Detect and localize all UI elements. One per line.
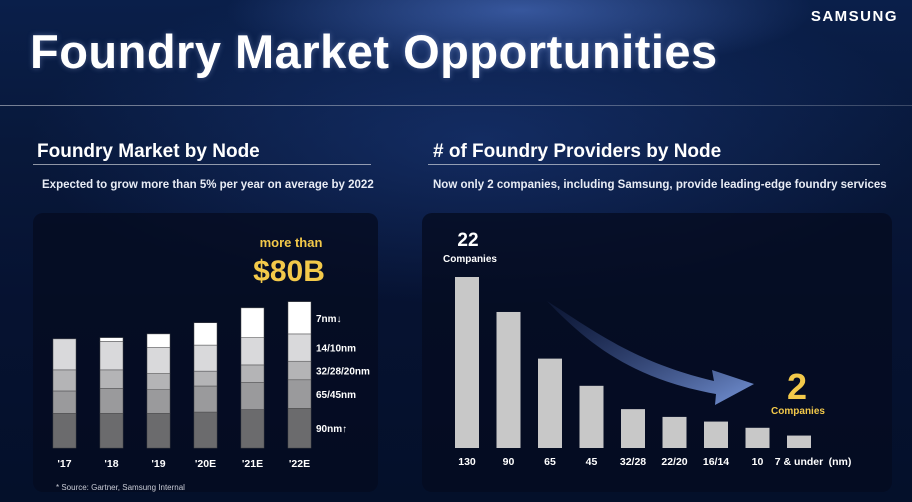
bar-segment bbox=[99, 341, 124, 371]
bar-segment bbox=[99, 337, 124, 342]
bar-segment bbox=[193, 411, 218, 449]
bar bbox=[579, 385, 604, 448]
bar-segment bbox=[193, 385, 218, 413]
legend-label: 7nm↓ bbox=[316, 314, 342, 325]
bar-segment bbox=[287, 333, 312, 362]
bar-segment bbox=[287, 301, 312, 335]
bar-segment bbox=[240, 409, 265, 449]
bar bbox=[787, 435, 811, 448]
x-tick-label: 16/14 bbox=[703, 456, 729, 468]
samsung-logo: SAMSUNG bbox=[810, 8, 898, 25]
left-chart-panel: '17 '18 '19 '20E '21E '22E 90nm↑ 65/45nm 32/28/2… bbox=[33, 213, 378, 492]
market-by-node-chart: '17 '18 '19 '20E '21E '22E 90nm↑ 65/45nm 32/28/2… bbox=[52, 235, 370, 470]
x-axis-unit: (nm) bbox=[829, 456, 852, 468]
bar-segment bbox=[52, 369, 77, 392]
bar-segment bbox=[193, 344, 218, 372]
bar-segment bbox=[146, 333, 171, 348]
x-tick-label: '21E bbox=[242, 458, 263, 470]
bar-segment bbox=[240, 307, 265, 338]
bar-segment bbox=[146, 389, 171, 414]
bar bbox=[496, 311, 521, 448]
start-count: 22 bbox=[457, 230, 478, 251]
legend-label: 65/45nm bbox=[316, 390, 356, 401]
bar-segment bbox=[240, 364, 265, 383]
x-tick-label: '20E bbox=[195, 458, 216, 470]
start-count-label: Companies bbox=[443, 254, 497, 265]
bar-segment bbox=[146, 373, 171, 390]
trend-arrow bbox=[547, 301, 754, 405]
title-divider bbox=[0, 105, 912, 106]
x-tick-label: '17 bbox=[57, 458, 71, 470]
bar bbox=[538, 358, 562, 448]
x-tick-label: 130 bbox=[458, 456, 476, 468]
x-tick-label: 45 bbox=[586, 456, 598, 468]
callout-value: $80B bbox=[253, 255, 325, 288]
x-tick-label: 65 bbox=[544, 456, 556, 468]
bar-segment bbox=[146, 413, 171, 449]
bar-segment bbox=[146, 347, 171, 374]
bar-segment bbox=[99, 369, 124, 389]
page-title: Foundry Market Opportunities bbox=[30, 25, 718, 78]
bar-segment bbox=[52, 413, 77, 449]
end-count-label: Companies bbox=[771, 406, 825, 417]
bar-segment bbox=[193, 370, 218, 387]
left-section-rule bbox=[33, 164, 371, 165]
legend-label: 14/10nm bbox=[316, 344, 356, 355]
right-section-heading: # of Foundry Providers by Node bbox=[433, 141, 722, 162]
bar bbox=[662, 416, 687, 448]
left-section-heading: Foundry Market by Node bbox=[37, 141, 260, 162]
bar-segment bbox=[52, 338, 77, 371]
end-count: 2 bbox=[787, 366, 807, 407]
providers-by-node-chart: 130 90 65 45 32/28 22/20 16/14 10 7 & under (nm) 2… bbox=[443, 230, 852, 468]
bar-segment bbox=[287, 379, 312, 409]
bar-segment bbox=[240, 382, 265, 410]
legend-label: 32/28/20nm bbox=[316, 367, 370, 378]
bar bbox=[621, 409, 645, 448]
x-tick-label: 32/28 bbox=[620, 456, 646, 468]
left-section-subtitle: Expected to grow more than 5% per year o… bbox=[42, 179, 374, 191]
bar-segment bbox=[99, 388, 124, 414]
right-section-subtitle: Now only 2 companies, including Samsung,… bbox=[433, 179, 887, 191]
bar bbox=[704, 421, 728, 448]
x-tick-label: 10 bbox=[752, 456, 764, 468]
x-tick-label: 90 bbox=[503, 456, 515, 468]
bar bbox=[745, 427, 770, 448]
bar-segment bbox=[287, 408, 312, 449]
x-tick-label: '22E bbox=[289, 458, 310, 470]
callout-label: more than bbox=[260, 235, 323, 250]
bar-segment bbox=[287, 360, 312, 381]
x-tick-label: '19 bbox=[151, 458, 165, 470]
right-chart-panel: 130 90 65 45 32/28 22/20 16/14 10 7 & under (nm) 2… bbox=[422, 213, 892, 492]
bar-segment bbox=[99, 413, 124, 449]
x-tick-label: 22/20 bbox=[661, 456, 687, 468]
x-tick-label: 7 & under bbox=[775, 456, 823, 468]
bar bbox=[455, 277, 479, 448]
bar-segment bbox=[193, 322, 218, 346]
source-note: * Source: Gartner, Samsung Internal bbox=[56, 483, 185, 492]
bar-segment bbox=[240, 337, 265, 366]
x-tick-label: '18 bbox=[104, 458, 118, 470]
right-section-rule bbox=[428, 164, 880, 165]
legend-label: 90nm↑ bbox=[316, 424, 347, 435]
bar-segment bbox=[52, 390, 77, 414]
